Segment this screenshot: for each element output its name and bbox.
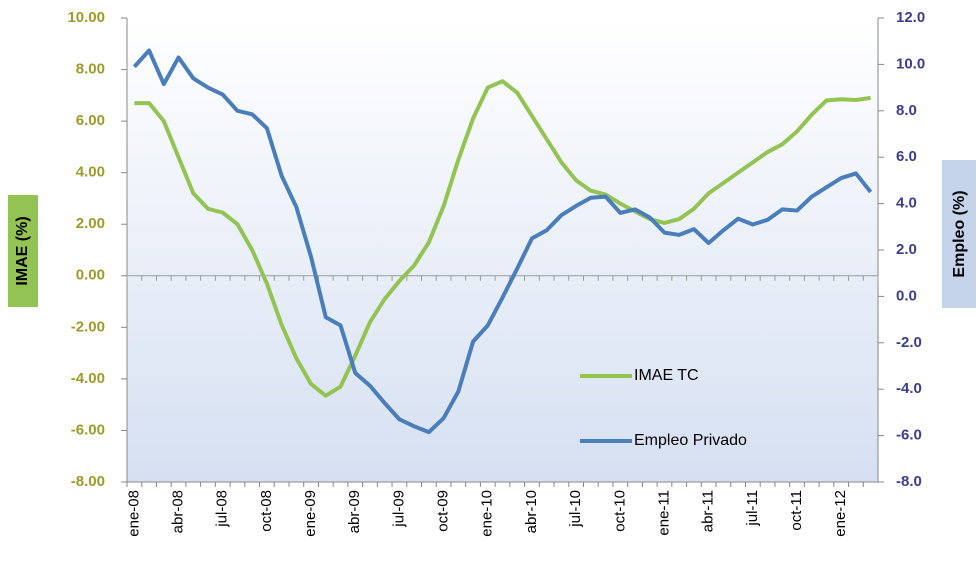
series-line bbox=[132, 48, 873, 435]
y-tick-label: 0.00 bbox=[76, 267, 105, 284]
x-tick-label: abr-11 bbox=[700, 490, 717, 532]
y2-tick-label: 0.0 bbox=[896, 287, 917, 304]
x-tick-label: oct-09 bbox=[435, 490, 452, 532]
x-tick-label: jul-08 bbox=[214, 490, 231, 528]
y2-axis-title: Empleo (%) bbox=[951, 190, 968, 277]
x-tick-label: abr-09 bbox=[346, 490, 363, 533]
x-tick-label: ene-12 bbox=[832, 490, 849, 537]
x-tick-label: jul-11 bbox=[744, 490, 761, 527]
x-tick-label: jul-10 bbox=[567, 490, 584, 528]
y-tick-label: 8.00 bbox=[76, 61, 105, 78]
x-tick-label: abr-08 bbox=[170, 490, 187, 533]
y2-tick-label: 8.0 bbox=[896, 102, 917, 119]
y2-tick-label: 12.0 bbox=[896, 9, 925, 26]
y2-tick-label: 2.0 bbox=[896, 241, 917, 258]
y-tick-label: 10.00 bbox=[67, 9, 105, 26]
y2-title-box bbox=[942, 160, 976, 308]
y2-tick-label: -8.0 bbox=[896, 473, 922, 490]
legend-label: IMAE TC bbox=[634, 367, 699, 384]
plot-area bbox=[127, 18, 878, 482]
x-tick-label: oct-10 bbox=[611, 490, 628, 532]
x-tick-label: oct-08 bbox=[258, 490, 275, 532]
y2-tick-label: -2.0 bbox=[896, 334, 922, 351]
x-tick-label: ene-09 bbox=[302, 490, 319, 537]
y-tick-label: -8.00 bbox=[71, 473, 105, 490]
x-tick-label: ene-08 bbox=[125, 490, 142, 537]
y2-tick-label: 10.0 bbox=[896, 55, 925, 72]
y-tick-label: -2.00 bbox=[71, 318, 105, 335]
x-tick-label: ene-10 bbox=[479, 490, 496, 537]
series-line bbox=[134, 79, 871, 398]
y-tick-label: -6.00 bbox=[71, 421, 105, 438]
y2-tick-label: 6.0 bbox=[896, 148, 917, 165]
y-title-box bbox=[8, 195, 38, 307]
x-tick-label: ene-11 bbox=[655, 490, 672, 536]
y2-tick-label: -6.0 bbox=[896, 427, 922, 444]
y-axis-title: IMAE (%) bbox=[14, 216, 31, 285]
y-tick-label: 4.00 bbox=[76, 164, 105, 181]
x-tick-label: abr-10 bbox=[523, 490, 540, 533]
legend-label: Empleo Privado bbox=[634, 432, 747, 449]
y-tick-label: 2.00 bbox=[76, 215, 105, 232]
y-tick-label: 6.00 bbox=[76, 112, 105, 129]
y2-tick-label: -4.0 bbox=[896, 380, 922, 397]
y-tick-label: -4.00 bbox=[71, 370, 105, 387]
x-tick-label: jul-09 bbox=[390, 490, 407, 528]
x-tick-label: oct-11 bbox=[788, 490, 805, 531]
y2-tick-label: 4.0 bbox=[896, 195, 917, 212]
